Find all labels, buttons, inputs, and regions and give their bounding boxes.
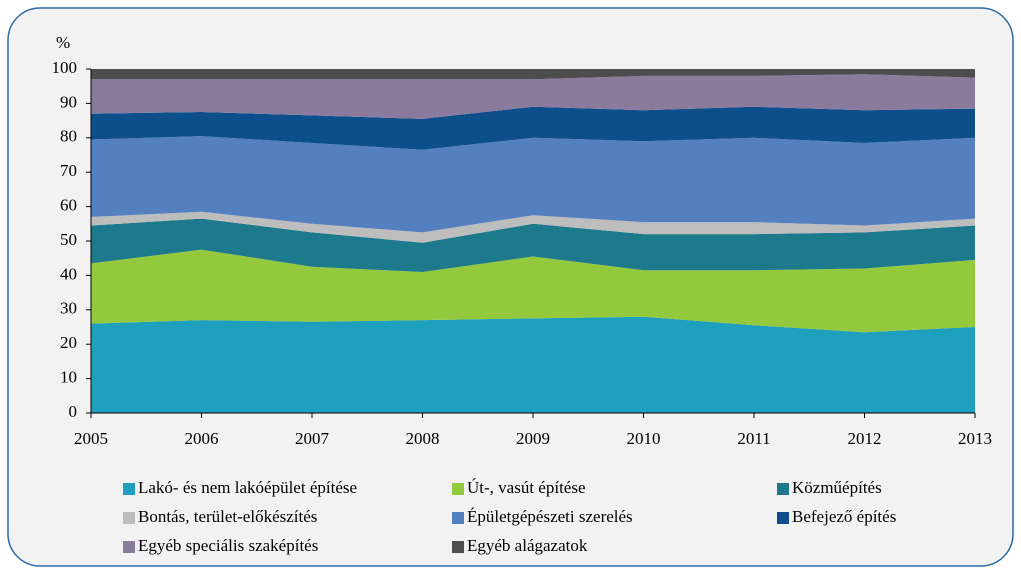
x-tick-label: 2006 [185,429,219,448]
y-tick-label: 50 [60,230,77,249]
area [91,136,975,233]
x-tick-label: 2007 [295,429,330,448]
y-tick-label: 30 [60,299,77,318]
legend-swatch [123,483,135,495]
legend-label: Közműépítés [792,478,882,497]
legend-label: Út-, vasút építése [467,478,586,497]
area [91,249,975,333]
area [91,316,975,413]
legend-label: Egyéb speciális szaképítés [138,536,318,555]
y-tick-label: 100 [52,58,78,77]
y-tick-label: 90 [60,92,77,111]
y-tick-label: 80 [60,127,77,146]
area [91,74,975,119]
x-tick-label: 2010 [627,429,661,448]
legend-swatch [777,512,789,524]
legend-label: Bontás, terület-előkészítés [138,507,317,526]
y-tick-label: 40 [60,264,77,283]
legend-label: Épületgépészeti szerelés [467,507,633,526]
legend-swatch [123,512,135,524]
legend-label: Lakó- és nem lakóépület építése [138,478,357,497]
legend-swatch [777,483,789,495]
legend-swatch [123,541,135,553]
x-tick-label: 2009 [516,429,550,448]
x-tick-label: 2008 [406,429,440,448]
y-tick-label: 70 [60,161,77,180]
legend-label: Egyéb alágazatok [467,536,588,555]
x-tick-label: 2013 [958,429,992,448]
legend-swatch [452,483,464,495]
legend-swatch [452,512,464,524]
y-tick-label: 10 [60,368,77,387]
legend-swatch [452,541,464,553]
y-tick-label: 0 [69,402,78,421]
legend-label: Befejező építés [792,507,896,526]
y-axis-label: % [56,33,70,52]
area [91,218,975,272]
x-tick-label: 2011 [737,429,770,448]
area [91,69,975,80]
area [91,211,975,243]
x-tick-label: 2005 [74,429,108,448]
area [91,106,975,150]
y-tick-label: 20 [60,333,77,352]
y-tick-label: 60 [60,196,77,215]
x-tick-label: 2012 [848,429,882,448]
